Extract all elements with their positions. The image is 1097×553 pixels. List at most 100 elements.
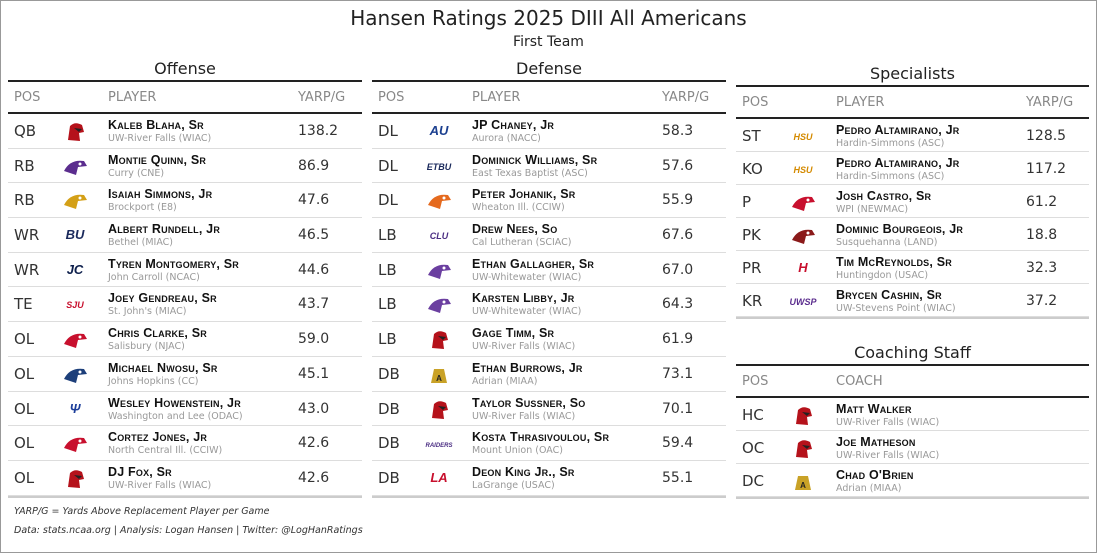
uwsp-logo-icon: UWSP [788,290,818,312]
header-player: PLAYER [836,95,885,110]
player-name: DJ Fox, Sr [108,464,172,479]
player-name: Ethan Gallagher, Sr [472,256,595,271]
table-row: P Josh Castro, Sr WPI (NEWMAC) 61.2 [736,185,1089,218]
player-name: Drew Nees, So [472,222,558,237]
player-name: Isaiah Simmons, Jr [108,187,213,202]
school-name: UW-River Falls (WIAC) [108,133,212,144]
table-row: RB Montie Quinn, Sr Curry (CNE) 86.9 [8,149,362,184]
position-cell: KR [742,292,763,310]
player-name: Montie Quinn, Sr [108,152,207,167]
svg-text:JC: JC [67,262,84,277]
table-row: LB Ethan Gallagher, Sr UW-Whitewater (WIAC… [372,253,726,288]
player-name: Ethan Burrows, Jr [472,360,583,375]
position-cell: PK [742,226,761,244]
player-name: Karsten Libby, Jr [472,291,575,306]
offense-header-row: POS PLAYER YARP/G [8,82,362,114]
falcon-logo-icon [788,404,818,426]
table-row: DL Peter Johanik, Sr Wheaton Ill. (CCIW) 55… [372,183,726,219]
defense-bottom-rule [372,495,726,498]
position-cell: DB [378,434,400,453]
position-cell: DB [378,364,400,383]
position-cell: P [742,193,752,211]
school-name: Cal Lutheran (SCIAC) [472,237,572,249]
player-name: Chris Clarke, Sr [108,326,208,341]
player-name: Pedro Altamirano, Jr [836,123,960,137]
table-row: OL Cortez Jones, Jr North Central Ill. (CC… [8,426,362,461]
player-name: Cortez Jones, Jr [108,430,208,445]
header-pos: POS [742,374,769,389]
yarpg-value: 44.6 [298,261,330,278]
table-row: DB LA Deon King Jr., Sr LaGrange (USAC) 55.1 [372,461,726,496]
school-name: North Central Ill. (CCIW) [108,445,223,457]
coaching-header-row: POS COACH [736,366,1089,398]
specialists-title: Specialists [869,64,956,83]
player-name: Chad O'Brien [836,468,914,482]
position-cell: KO [742,160,763,178]
hsu-logo-icon: HSU [788,125,818,147]
school-name: UW-River Falls (WIAC) [108,479,212,491]
offense-bottom-rule [8,495,362,498]
school-name: Washington and Lee (ODAC) [108,410,243,422]
yarpg-value: 73.1 [662,365,694,382]
yarpg-value: 57.6 [662,157,694,174]
table-row: WR JC Tyren Montgomery, Sr John Carroll (NC… [8,253,362,288]
yarpg-value: 61.2 [1026,194,1058,210]
position-cell: OC [742,439,765,457]
svg-text:Ψ: Ψ [70,401,82,416]
svg-text:HSU: HSU [793,165,813,175]
header-yarpg: YARP/G [662,90,710,105]
coaching-bottom-rule [736,497,1089,499]
position-cell: DB [378,468,400,487]
school-name: Susquehanna (LAND) [836,237,938,248]
yarpg-value: 42.6 [298,435,330,452]
defense-table: Defense POS PLAYER YARP/G DL AU JP Chaney, Jr A… [372,58,726,498]
position-cell: LB [378,330,397,349]
table-row: OL Ψ Wesley Howenstein, Jr Washington and L… [8,392,362,427]
offense-title: Offense [154,59,216,78]
specialists-top-rule [736,85,1089,87]
coaching-table: Coaching Staff POS COACH HC Matt Walker UW-Ri… [736,342,1089,499]
player-name: Matt Walker [836,402,912,416]
coaching-title: Coaching Staff [854,343,971,362]
offense-top-rule [8,80,362,82]
specialists-bottom-rule [736,317,1089,319]
table-row: DC A Chad O'Brien Adrian (MIAA) [736,464,1089,497]
position-cell: PR [742,259,762,277]
player-name: Tim McReynolds, Sr [836,255,952,269]
yarpg-value: 46.5 [298,227,330,244]
hawk-logo-icon [424,259,454,281]
yarpg-value: 42.6 [298,469,330,486]
au-logo-icon: AU [424,120,454,142]
school-name: UW-River Falls (WIAC) [472,341,576,353]
table-row: DB A Ethan Burrows, Jr Adrian (MIAA) 73.1 [372,357,726,392]
school-name: Hardin-Simmons (ASC) [836,171,945,182]
yarpg-value: 45.1 [298,365,330,382]
table-row: DL AU JP Chaney, Jr Aurora (NACC) 58.3 [372,114,726,149]
svg-text:BU: BU [66,227,85,242]
player-name: Kosta Thrasivoulou, Sr [472,430,610,445]
figure-title: Hansen Ratings 2025 DIII All Americans [350,6,747,30]
table-row: OL Michael Nwosu, Sr Johns Hopkins (CC) 45.… [8,357,362,392]
player-name: Michael Nwosu, Sr [108,360,218,375]
svg-text:SJU: SJU [66,300,84,310]
la-logo-icon: LA [424,467,454,489]
position-cell: LB [378,260,397,279]
offense-table: Offense POS PLAYER YARP/G QB Kaleb Blaha, Sr U… [8,58,362,498]
school-name: UW-River Falls (WIAC) [472,410,576,422]
yarpg-value: 70.1 [662,400,694,417]
table-row: QB Kaleb Blaha, Sr UW-River Falls (WIAC) 13… [8,114,362,149]
bulldog-logo-icon: A [788,470,818,492]
table-row: WR BU Albert Rundell, Jr Bethel (MIAC) 46.5 [8,218,362,253]
school-name: East Texas Baptist (ASC) [472,167,588,179]
table-row: PK Dominic Bourgeois, Jr Susquehanna (LAND… [736,218,1089,251]
header-player: COACH [836,374,883,389]
player-name: Brycen Cashin, Sr [836,288,942,302]
svg-text:A: A [800,481,806,490]
yarpg-value: 43.7 [298,296,330,313]
position-cell: TE [14,295,33,314]
specialists-table: Specialists POS PLAYER YARP/G ST HSU Pedro Alt… [736,63,1089,319]
yarpg-value: 43.0 [298,400,330,417]
yarpg-value: 47.6 [298,192,330,209]
svg-text:A: A [436,374,442,383]
player-name: Peter Johanik, Sr [472,187,576,202]
